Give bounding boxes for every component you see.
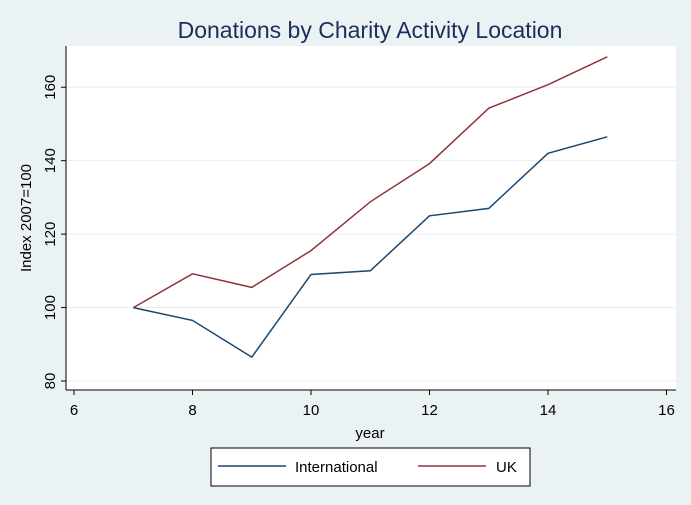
legend-label-uk: UK — [496, 459, 517, 476]
axes: 80 100 120 140 160 6 8 10 12 14 16 — [42, 46, 676, 419]
x-tick-label-8: 8 — [188, 402, 196, 419]
plot-area — [66, 46, 676, 390]
x-tick-label-10: 10 — [303, 402, 320, 419]
y-tick-label-160: 160 — [42, 75, 59, 100]
legend-box — [210, 447, 531, 487]
series-group — [132, 56, 608, 359]
x-tick-label-6: 6 — [70, 402, 78, 419]
x-tick-label-12: 12 — [421, 402, 438, 419]
legend: International UK — [210, 447, 531, 487]
y-tick-label-100: 100 — [42, 295, 59, 320]
x-axis-title: year — [355, 425, 384, 442]
y-axis-title: Index 2007=100 — [18, 164, 35, 272]
series-line-international — [133, 136, 608, 359]
y-tick-label-80: 80 — [42, 373, 59, 390]
gridlines — [66, 86, 676, 382]
x-tick-label-16: 16 — [658, 402, 675, 419]
legend-label-international: International — [295, 459, 378, 476]
chart-title: Donations by Charity Activity Location — [178, 17, 563, 43]
y-tick-label-120: 120 — [42, 222, 59, 247]
x-tick-label-14: 14 — [540, 402, 557, 419]
y-tick-label-140: 140 — [42, 148, 59, 173]
series-line-uk — [132, 56, 608, 309]
